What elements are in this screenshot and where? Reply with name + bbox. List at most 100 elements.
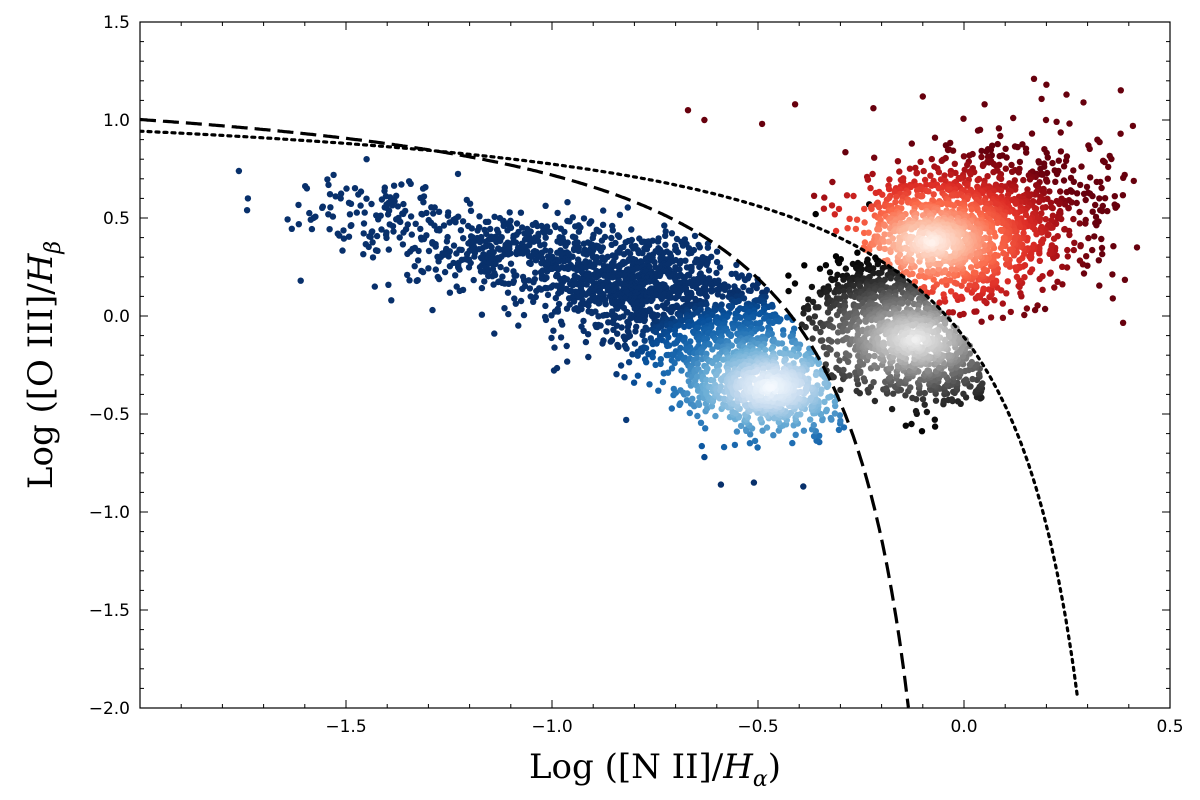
- data-point: [520, 311, 528, 319]
- data-point: [923, 408, 931, 416]
- data-point: [396, 234, 403, 241]
- data-point: [412, 220, 419, 227]
- data-point: [740, 295, 748, 302]
- data-point: [835, 426, 843, 434]
- data-point: [526, 242, 533, 249]
- data-point: [820, 205, 828, 212]
- data-point: [649, 349, 657, 356]
- data-point: [527, 260, 534, 268]
- data-point: [861, 239, 869, 246]
- data-point: [697, 419, 705, 426]
- data-point: [561, 228, 568, 236]
- data-point: [555, 300, 563, 308]
- data-point: [381, 187, 388, 195]
- data-point: [836, 357, 843, 364]
- data-point: [602, 301, 609, 308]
- data-point: [835, 259, 843, 267]
- data-point: [785, 272, 792, 279]
- data-point: [1057, 129, 1064, 136]
- data-point: [853, 216, 861, 223]
- data-point: [515, 322, 522, 329]
- data-point: [992, 233, 999, 240]
- data-point: [625, 359, 633, 366]
- data-point: [378, 196, 386, 203]
- data-point: [1099, 250, 1106, 258]
- data-point: [1063, 91, 1070, 98]
- data-point: [407, 180, 414, 187]
- data-point: [488, 243, 495, 251]
- data-point: [802, 323, 809, 331]
- data-point: [697, 290, 704, 297]
- data-point: [924, 268, 931, 275]
- data-point: [385, 246, 392, 253]
- data-point: [378, 226, 385, 233]
- data-point: [466, 200, 474, 207]
- data-point: [1109, 295, 1117, 302]
- data-point: [501, 305, 508, 312]
- data-point: [831, 410, 839, 417]
- data-point: [481, 278, 488, 285]
- data-point: [646, 381, 653, 388]
- data-point: [867, 184, 874, 192]
- data-point: [551, 344, 558, 351]
- data-point: [708, 281, 715, 289]
- data-point: [1028, 266, 1036, 273]
- data-point: [821, 194, 828, 201]
- data-point: [649, 354, 656, 361]
- data-point: [833, 311, 841, 319]
- data-point: [1092, 219, 1099, 227]
- data-point: [974, 176, 981, 184]
- data-point: [340, 235, 348, 242]
- data-point: [388, 297, 395, 304]
- data-point: [476, 213, 483, 220]
- data-point: [326, 226, 333, 233]
- data-point: [569, 253, 576, 260]
- data-point: [822, 262, 830, 269]
- data-point: [578, 305, 585, 313]
- data-point: [944, 201, 951, 208]
- data-point: [1112, 204, 1119, 211]
- data-point: [1130, 177, 1138, 185]
- data-point: [747, 287, 754, 294]
- data-point: [940, 291, 947, 298]
- data-point: [975, 370, 983, 378]
- data-point: [527, 228, 534, 235]
- data-point: [308, 225, 316, 233]
- data-point: [1052, 178, 1059, 185]
- data-point: [840, 366, 847, 374]
- data-point: [566, 218, 573, 225]
- data-point: [586, 220, 593, 227]
- data-point: [800, 310, 807, 317]
- data-point: [1082, 220, 1089, 227]
- data-point: [997, 244, 1005, 252]
- data-point: [713, 269, 720, 277]
- data-point: [654, 238, 662, 245]
- data-point: [881, 245, 889, 253]
- data-point: [682, 257, 689, 264]
- data-point: [860, 375, 867, 382]
- data-point: [624, 204, 631, 211]
- data-point: [931, 423, 939, 430]
- data-point: [1096, 282, 1103, 289]
- data-point: [810, 433, 818, 440]
- data-point: [326, 191, 334, 198]
- data-point: [713, 356, 720, 363]
- data-point: [979, 380, 986, 387]
- data-point: [995, 125, 1003, 132]
- data-point: [623, 345, 630, 352]
- data-point: [601, 256, 608, 264]
- data-point: [592, 255, 599, 262]
- data-point: [870, 105, 877, 112]
- data-point: [1030, 75, 1038, 83]
- data-point: [599, 340, 606, 347]
- data-point: [1039, 273, 1046, 280]
- data-point: [1089, 246, 1096, 254]
- data-point: [1071, 239, 1078, 246]
- data-point: [429, 306, 436, 314]
- data-point: [532, 293, 539, 301]
- data-point: [827, 414, 834, 422]
- data-point: [512, 239, 520, 246]
- data-point: [829, 324, 837, 331]
- data-point: [732, 361, 739, 368]
- data-point: [563, 305, 571, 312]
